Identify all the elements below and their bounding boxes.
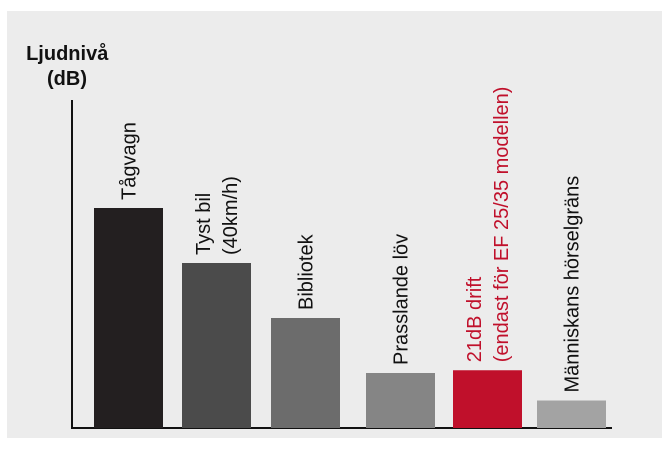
bar-label-6: Människans hörselgräns bbox=[562, 176, 584, 393]
bar-label-2-line-2: (40km/h) bbox=[220, 176, 242, 255]
bar-labels: Tågvagn Tyst bil (40km/h) Bibliotek Prasslan… bbox=[119, 87, 584, 393]
bar-label-2: Tyst bil (40km/h) bbox=[193, 176, 242, 255]
bar-label-6-line-1: Människans hörselgräns bbox=[562, 176, 584, 393]
y-axis-label-line-2: (dB) bbox=[47, 68, 87, 90]
y-axis-label: Ljudnivå (dB) bbox=[26, 42, 114, 90]
bar-label-1: Tågvagn bbox=[119, 122, 141, 200]
bar-label-5: 21dB drift (endast för EF 25/35 modellen) bbox=[464, 87, 513, 363]
bar-label-4: Prasslande löv bbox=[391, 234, 413, 365]
bar-label-5-line-2: (endast för EF 25/35 modellen) bbox=[491, 87, 513, 363]
bar-label-5-line-1: 21dB drift bbox=[464, 276, 486, 362]
bar-5 bbox=[453, 370, 522, 428]
bars bbox=[94, 208, 606, 428]
bar-label-1-line-1: Tågvagn bbox=[119, 122, 141, 200]
bar-6 bbox=[537, 400, 606, 428]
bar-3 bbox=[271, 318, 340, 428]
bar-label-4-line-1: Prasslande löv bbox=[391, 234, 413, 365]
y-axis-label-line-1: Ljudnivå bbox=[26, 42, 109, 65]
bar-1 bbox=[94, 208, 163, 428]
bar-2 bbox=[182, 263, 251, 428]
bar-label-2-line-1: Tyst bil bbox=[193, 193, 215, 255]
bar-label-3: Bibliotek bbox=[296, 233, 318, 310]
bar-4 bbox=[366, 373, 435, 428]
bar-label-3-line-1: Bibliotek bbox=[296, 233, 318, 310]
